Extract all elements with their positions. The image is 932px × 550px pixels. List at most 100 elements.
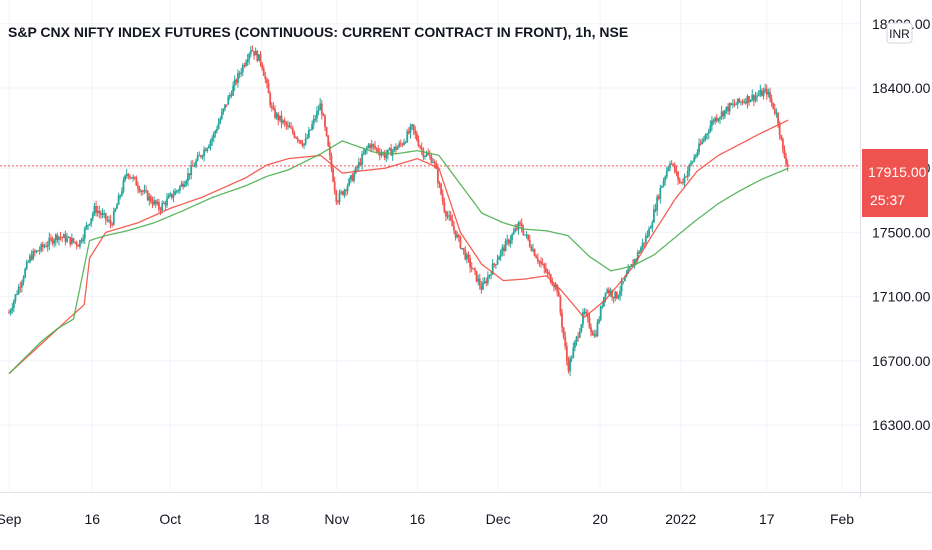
candle — [469, 254, 472, 273]
currency-label: INR — [889, 27, 910, 41]
candle — [420, 142, 423, 156]
candle — [591, 330, 594, 336]
candle — [159, 207, 162, 216]
candle — [517, 221, 520, 235]
candle — [524, 234, 526, 236]
candle — [209, 139, 212, 151]
candle — [783, 145, 786, 159]
candle — [22, 275, 25, 286]
candle — [767, 88, 770, 98]
candle — [690, 160, 692, 167]
candle — [609, 287, 612, 297]
candle — [124, 174, 126, 183]
candle — [702, 135, 705, 143]
candle — [519, 220, 521, 227]
candle — [391, 148, 394, 161]
candle — [665, 166, 668, 179]
candle — [465, 252, 468, 264]
candle — [156, 198, 159, 206]
candle — [456, 231, 459, 239]
candle — [195, 158, 197, 168]
candle — [50, 234, 52, 242]
candle — [88, 223, 91, 226]
candle — [578, 328, 581, 339]
candle — [267, 79, 270, 94]
candle — [187, 167, 189, 186]
candle — [75, 240, 78, 250]
candle — [401, 142, 404, 147]
candle — [183, 180, 186, 188]
candle — [596, 319, 599, 337]
candle — [730, 102, 733, 106]
candle — [278, 115, 281, 122]
candle — [522, 224, 525, 236]
candle — [704, 133, 707, 142]
candle — [553, 284, 555, 292]
candle — [657, 194, 660, 201]
candle — [386, 149, 389, 160]
candle — [483, 276, 486, 284]
candle — [582, 308, 584, 328]
candle — [335, 189, 338, 205]
candle — [486, 271, 489, 286]
currency-badge[interactable]: INR — [886, 22, 913, 44]
candle — [91, 211, 94, 222]
candle — [204, 147, 207, 152]
candle — [259, 51, 262, 67]
candle — [399, 139, 402, 148]
candle — [604, 292, 607, 303]
candle — [694, 153, 697, 160]
candle — [111, 222, 114, 228]
time-axis[interactable]: Sep 16 Oct 18 Nov 16 Dec 20 2022 17 Feb — [0, 511, 854, 527]
candle — [751, 89, 754, 102]
candle — [511, 233, 513, 245]
candle — [214, 129, 217, 138]
candle — [567, 356, 570, 374]
candle — [61, 236, 64, 243]
candle — [532, 243, 534, 253]
candle — [120, 187, 123, 198]
price-tick-label: 17100.00 — [872, 289, 931, 305]
candle — [27, 259, 30, 263]
candle — [594, 329, 597, 338]
candle — [714, 116, 717, 125]
candle — [678, 177, 681, 184]
candle — [272, 102, 275, 111]
candle — [417, 135, 420, 148]
candle — [715, 113, 718, 123]
candle — [746, 94, 749, 109]
candle — [538, 260, 541, 267]
candle — [117, 192, 120, 205]
candle — [675, 166, 678, 177]
candle — [149, 194, 152, 204]
candle — [752, 94, 755, 107]
candle — [706, 132, 709, 140]
candle — [636, 249, 639, 264]
candle — [701, 137, 704, 145]
candle — [485, 277, 488, 287]
candle — [378, 147, 381, 161]
candle — [411, 123, 413, 131]
candle — [82, 234, 85, 244]
candle — [282, 119, 284, 125]
countdown-label: 25:37 — [870, 192, 905, 208]
candle — [765, 84, 768, 100]
candle — [199, 154, 202, 159]
candle — [227, 94, 230, 105]
candle — [141, 189, 144, 196]
candle — [622, 280, 625, 285]
candle — [45, 241, 47, 248]
candle — [395, 143, 397, 153]
candle — [135, 175, 138, 186]
candle — [509, 235, 512, 248]
time-tick-label: 16 — [85, 511, 101, 527]
candle — [101, 208, 104, 219]
candle — [461, 247, 463, 251]
candle — [482, 277, 484, 291]
candle — [664, 175, 667, 186]
candle — [46, 240, 49, 252]
candle — [62, 233, 65, 238]
price-axis[interactable]: 16300.0016700.0017100.0017500.0017900.00… — [872, 16, 931, 433]
candle — [495, 263, 497, 269]
